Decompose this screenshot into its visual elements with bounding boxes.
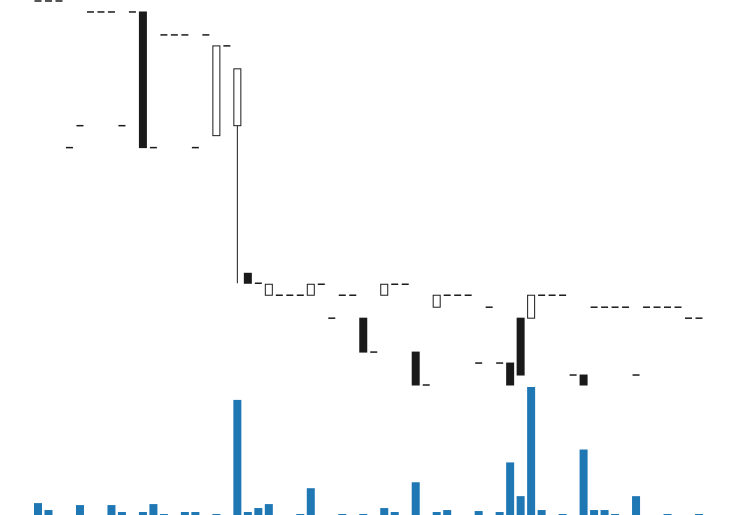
volume-bar bbox=[390, 512, 399, 515]
candle-body bbox=[264, 283, 273, 296]
volume-bar bbox=[432, 512, 441, 515]
volume-bar bbox=[600, 510, 609, 515]
candle-body bbox=[380, 283, 389, 296]
volume-bar bbox=[117, 512, 126, 515]
volume-bar bbox=[474, 511, 483, 515]
volume-bar bbox=[180, 512, 189, 515]
volume-bar bbox=[75, 505, 84, 515]
candle-body bbox=[138, 11, 147, 149]
volume-bar bbox=[590, 510, 599, 515]
candle-body bbox=[359, 317, 368, 353]
volume-bar bbox=[138, 512, 147, 515]
volume-bar bbox=[233, 399, 242, 515]
candle-body bbox=[516, 317, 525, 376]
volume-bar bbox=[516, 496, 525, 515]
volume-bar bbox=[443, 510, 452, 515]
volume-bar bbox=[632, 496, 641, 515]
volume-bar bbox=[254, 508, 263, 515]
volume-bar bbox=[34, 503, 42, 515]
volume-bar bbox=[149, 504, 158, 515]
volume-bar bbox=[380, 508, 389, 515]
candle-body bbox=[233, 68, 242, 127]
candle-body bbox=[411, 351, 420, 386]
candle-body bbox=[432, 294, 441, 308]
volume-bar bbox=[264, 504, 273, 515]
candle-body bbox=[527, 294, 536, 319]
candle-body bbox=[212, 45, 221, 137]
volume-bar bbox=[527, 386, 536, 515]
candle-body bbox=[579, 374, 588, 386]
volume-bar bbox=[537, 510, 546, 515]
volume-bar bbox=[506, 462, 515, 515]
volume-bar bbox=[191, 512, 200, 515]
candle-body bbox=[306, 283, 315, 296]
volume-bar bbox=[306, 488, 315, 515]
volume-bar bbox=[579, 449, 588, 515]
volume-bar bbox=[411, 482, 420, 515]
volume-bar bbox=[495, 512, 504, 515]
candle-body bbox=[243, 272, 252, 284]
candle-body bbox=[506, 362, 515, 386]
volume-bar bbox=[44, 510, 53, 515]
volume-bar bbox=[107, 505, 116, 515]
volume-bar bbox=[243, 512, 252, 515]
